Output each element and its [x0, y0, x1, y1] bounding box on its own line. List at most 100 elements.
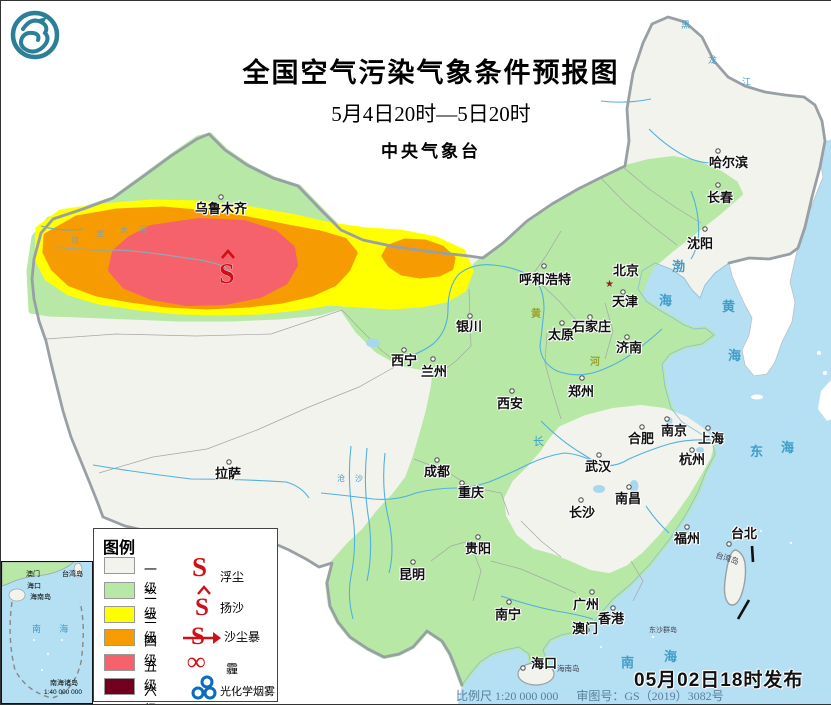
city-label-urumqi: 乌鲁木齐	[195, 201, 248, 216]
legend-panel: 图例 一级 二级 三级 四级 五级 六级 S 浮尘 S 扬沙 S 沙尘暴 ∞ 霾…	[93, 528, 278, 704]
forecast-period: 5月4日20时—5日20时	[331, 102, 531, 126]
legend-label-level1: 一级	[144, 562, 158, 596]
city-label-taiyuan: 太原	[548, 327, 575, 342]
city-label-shijiazhuang: 石家庄	[572, 319, 612, 334]
dust-symbol-label: 浮尘	[220, 570, 245, 584]
city-label-jinan: 济南	[616, 340, 643, 355]
islet	[600, 646, 602, 648]
inset-scale: 1:40 000 000	[44, 689, 82, 696]
inset-hainan	[8, 588, 26, 602]
kyushu-corner	[818, 380, 831, 421]
page-title: 全国空气污染气象条件预报图	[242, 58, 620, 88]
legend-label-level4: 四级	[144, 634, 158, 668]
svg-text:S: S	[195, 594, 209, 619]
sandstorm-symbol-label: 沙尘暴	[224, 630, 261, 644]
city-label-xian: 西安	[497, 396, 524, 411]
region-level5	[108, 218, 298, 306]
jeju-island	[751, 394, 763, 400]
city-label-hohhot: 呼和浩特	[519, 272, 572, 287]
legend-title: 图例	[103, 540, 136, 557]
river-label-heilongjiang-3: 江	[742, 77, 752, 87]
cma-logo	[9, 9, 61, 66]
city-label-yinchuan: 银川	[456, 319, 483, 334]
title-block: 全国空气污染气象条件预报图 5月4日20时—5日20时 中央气象台	[181, 51, 681, 162]
sea-label-donghai-1: 东	[750, 444, 764, 459]
city-label-changsha: 长沙	[569, 505, 596, 520]
city-label-hefei: 合肥	[628, 431, 655, 446]
national-border	[30, 15, 827, 687]
river-label-heilongjiang-1: 黑	[681, 20, 691, 30]
svg-text:S: S	[219, 259, 235, 289]
city-label-zhengzhou: 郑州	[568, 384, 595, 399]
legend-swatch-level2	[104, 582, 135, 599]
boundary-mark	[750, 545, 755, 563]
sea-label-nanhai-1: 南	[621, 655, 635, 670]
city-label-lhasa: 拉萨	[215, 466, 242, 481]
inset-label-nanhai: 南 海	[32, 624, 77, 634]
issue-time: 05月02日18时发布	[634, 670, 804, 691]
sandstorm-symbol-icon: S	[182, 619, 222, 654]
city-label-wuhan: 武汉	[585, 459, 612, 474]
island-label-hainan: 海南岛	[557, 664, 580, 673]
legend-swatch-level5	[104, 654, 135, 671]
legend-swatch-level6	[104, 678, 135, 695]
legend-swatch-level1	[104, 557, 135, 574]
legend-label-level5: 五级	[144, 659, 158, 693]
city-label-guangzhou: 广州	[573, 597, 600, 612]
legend-swatch-level3	[104, 606, 135, 623]
city-label-haikou: 海口	[531, 656, 558, 671]
rivers	[40, 98, 732, 620]
island-label-dongsha: 东沙群岛	[649, 627, 677, 634]
city-label-guiyang: 贵阳	[465, 541, 492, 556]
city-label-nanning: 南宁	[495, 607, 522, 622]
sea-label-bohai-2: 海	[659, 293, 673, 308]
small-island	[817, 351, 821, 355]
sea-label-bohai-1: 渤	[672, 259, 686, 274]
scale-text: 比例尺 1:20 000 000	[456, 689, 559, 703]
boundary-mark	[736, 599, 751, 620]
city-label-shanghai: 上海	[698, 431, 725, 446]
legend-swatch-level4	[104, 629, 135, 646]
blowing-sand-symbol-label: 扬沙	[220, 601, 245, 615]
legend-label-level3: 三级	[144, 611, 158, 645]
region-level1-yangtze	[504, 405, 715, 573]
inset-label-nanhaizhudao: 南海诸岛	[50, 680, 78, 687]
river-label-heilongjiang-2: 龙	[708, 55, 718, 65]
haze-symbol-icon: ∞	[187, 647, 206, 676]
river-label-lancang: 沧	[337, 474, 345, 483]
dust-symbol-icon: S	[192, 552, 208, 582]
hainan-island	[517, 662, 555, 686]
legend-label-level2: 二级	[144, 587, 158, 621]
city-label-shenyang: 沈阳	[687, 236, 714, 251]
city-label-beijing: 北京	[613, 263, 640, 278]
city-label-fuzhou: 福州	[674, 531, 701, 546]
river-label-tarim-2: 里	[96, 229, 104, 238]
sea-label-huanghai-1: 黄	[722, 299, 736, 314]
river-label-tarim-3: 木	[120, 226, 128, 235]
sea-label-nanhai-2: 海	[664, 649, 678, 664]
city-label-hangzhou: 杭州	[679, 452, 706, 467]
inset-label-macau: 澳门	[26, 571, 40, 578]
haze-symbol-label: 霾	[226, 662, 239, 676]
islet	[759, 529, 763, 533]
river-label-jinsha: 沙	[355, 474, 363, 483]
inset-coast	[2, 562, 75, 587]
inset-nine-dash-line	[9, 601, 84, 699]
small-island	[823, 371, 827, 375]
river-label-changjiang: 长	[533, 436, 544, 448]
city-label-hongkong: 香港	[598, 611, 625, 626]
legend-label-level6: 六级	[144, 683, 158, 704]
sea-label-huanghai-2: 海	[728, 348, 742, 363]
map-meta-line: 比例尺 1:20 000 000 审图号：GS（2019）3082号	[456, 687, 742, 704]
region-level4-east	[381, 238, 456, 279]
river-label-tarim-1: 塔	[71, 236, 79, 245]
agency-name: 中央气象台	[381, 142, 481, 161]
city-markers	[218, 148, 732, 671]
city-label-chongqing: 重庆	[458, 485, 485, 500]
taiwan-island	[723, 549, 747, 606]
sea-label-donghai-2: 海	[781, 440, 795, 455]
city-label-chengdu: 成都	[424, 464, 451, 479]
river-label-huanghe-2: 河	[590, 357, 600, 368]
